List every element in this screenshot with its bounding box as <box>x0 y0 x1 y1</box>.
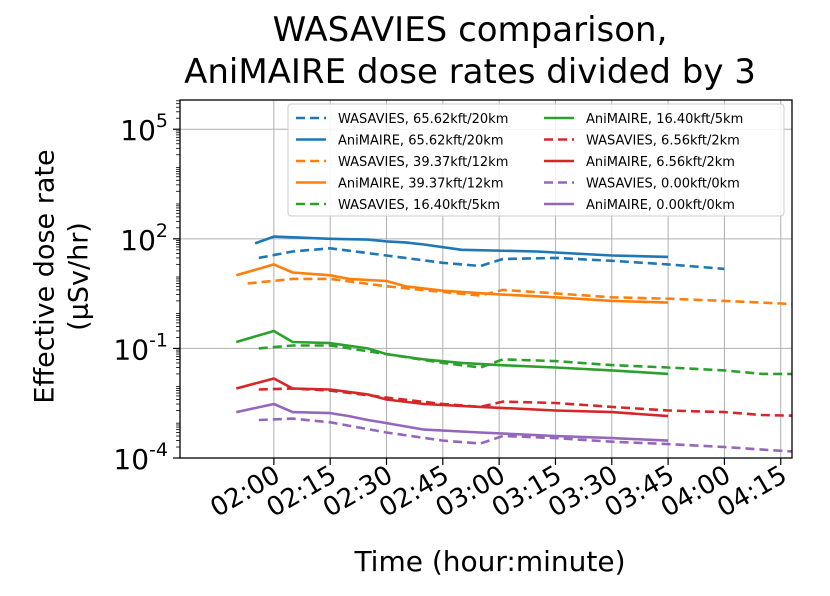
legend-label: AniMAIRE, 6.56kft/2km <box>586 155 735 170</box>
y-axis-label-line-2: (μSv/hr) <box>63 222 95 331</box>
series-line-3 <box>247 277 792 306</box>
y-tick-label: 10-1 <box>113 329 168 366</box>
x-axis-label: Time (hour:minute) <box>354 545 626 578</box>
legend-label: AniMAIRE, 65.62kft/20km <box>338 134 504 149</box>
y-tick-label: 10-4 <box>113 439 168 476</box>
chart-title-line-1: WASAVIES comparison, <box>272 10 668 50</box>
series-line-4 <box>235 263 669 304</box>
legend-label: WASAVIES, 0.00kft/0km <box>586 177 740 192</box>
y-tick-label: 102 <box>120 220 168 257</box>
legend-label: AniMAIRE, 39.37kft/12km <box>338 177 504 192</box>
legend-label: AniMAIRE, 16.40kft/5km <box>586 112 743 127</box>
plot-frame <box>179 99 793 459</box>
series-line-5 <box>258 344 792 376</box>
y-tick-label: 105 <box>120 110 168 147</box>
legend-label: WASAVIES, 16.40kft/5km <box>338 198 500 213</box>
y-axis-label-line-1: Effective dose rate <box>29 149 61 404</box>
chart-title-line-2: AniMAIRE dose rates divided by 3 <box>184 52 756 92</box>
series-line-1 <box>258 247 725 271</box>
legend-label: AniMAIRE, 0.00kft/0km <box>586 198 735 213</box>
legend-label: WASAVIES, 39.37kft/12km <box>338 155 508 170</box>
series-line-6 <box>235 329 669 376</box>
series-line-8 <box>235 377 669 418</box>
legend-label: WASAVIES, 6.56kft/2km <box>586 134 740 149</box>
series-line-2 <box>254 235 669 259</box>
legend-label: WASAVIES, 65.62kft/20km <box>338 112 508 127</box>
series-line-10 <box>236 402 669 442</box>
series-line-7 <box>258 387 792 417</box>
series-group <box>235 235 792 453</box>
legend-box <box>287 103 785 217</box>
series-line-9 <box>258 417 792 453</box>
